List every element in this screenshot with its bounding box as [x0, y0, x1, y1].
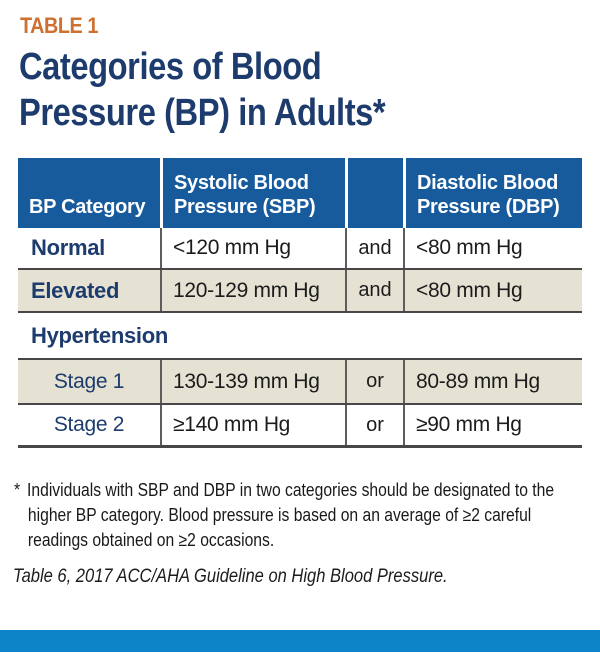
table-header-row: BP Category Systolic Blood Pressure (SBP…: [18, 158, 582, 228]
section-label: Hypertension: [31, 322, 168, 348]
cell-category: Stage 2: [53, 413, 125, 436]
table-label: TABLE 1: [20, 13, 98, 38]
table-section-hypertension: Hypertension: [18, 313, 582, 360]
footnote-line: higher BP category. Blood pressure is ba…: [27, 505, 532, 525]
cell-category: Elevated: [31, 277, 120, 303]
cell-sbp-value: <120 mm Hg: [160, 228, 345, 268]
cell-category: Normal: [31, 235, 105, 260]
cell-sbp-value: ≥140 mm Hg: [160, 405, 345, 445]
table-row-stage2: Stage 2 ≥140 mm Hg or ≥90 mm Hg: [18, 405, 582, 448]
header-cell-sbp: Systolic Blood Pressure (SBP): [160, 158, 345, 228]
page-title: Categories of Blood Pressure (BP) in Adu…: [19, 46, 386, 134]
table-row-normal: Normal <120 mm Hg and <80 mm Hg: [18, 228, 582, 270]
footnote: * Individuals with SBP and DBP in two cat…: [14, 478, 594, 553]
cell-dbp-value: ≥90 mm Hg: [403, 405, 582, 445]
cell-dbp-value: <80 mm Hg: [403, 270, 582, 311]
bp-table: BP Category Systolic Blood Pressure (SBP…: [18, 158, 582, 448]
cell-conjunction: and: [345, 228, 403, 268]
cell-sbp-value: 120-129 mm Hg: [160, 270, 345, 311]
source-citation: Table 6, 2017 ACC/AHA Guideline on High …: [13, 566, 448, 587]
cell-conjunction: or: [345, 405, 403, 445]
footnote-line: readings obtained on ≥2 occasions.: [27, 530, 275, 550]
cell-category: Stage 1: [53, 369, 125, 393]
bottom-accent-bar: [0, 630, 600, 652]
cell-sbp-value: 130-139 mm Hg: [160, 360, 345, 403]
footnote-marker: *: [14, 480, 21, 500]
cell-conjunction: and: [345, 270, 403, 311]
footnote-line: * Individuals with SBP and DBP in two cat…: [14, 478, 554, 503]
table-row-elevated: Elevated 120-129 mm Hg and <80 mm Hg: [18, 270, 582, 313]
cell-dbp-value: <80 mm Hg: [403, 228, 582, 268]
cell-dbp-value: 80-89 mm Hg: [403, 360, 582, 403]
table-row-stage1: Stage 1 130-139 mm Hg or 80-89 mm Hg: [18, 360, 582, 405]
header-cell-spacer: [345, 158, 403, 228]
header-cell-bp-category: BP Category: [29, 196, 146, 218]
cell-conjunction: or: [345, 360, 403, 403]
header-cell-dbp: Diastolic Blood Pressure (DBP): [403, 158, 582, 228]
